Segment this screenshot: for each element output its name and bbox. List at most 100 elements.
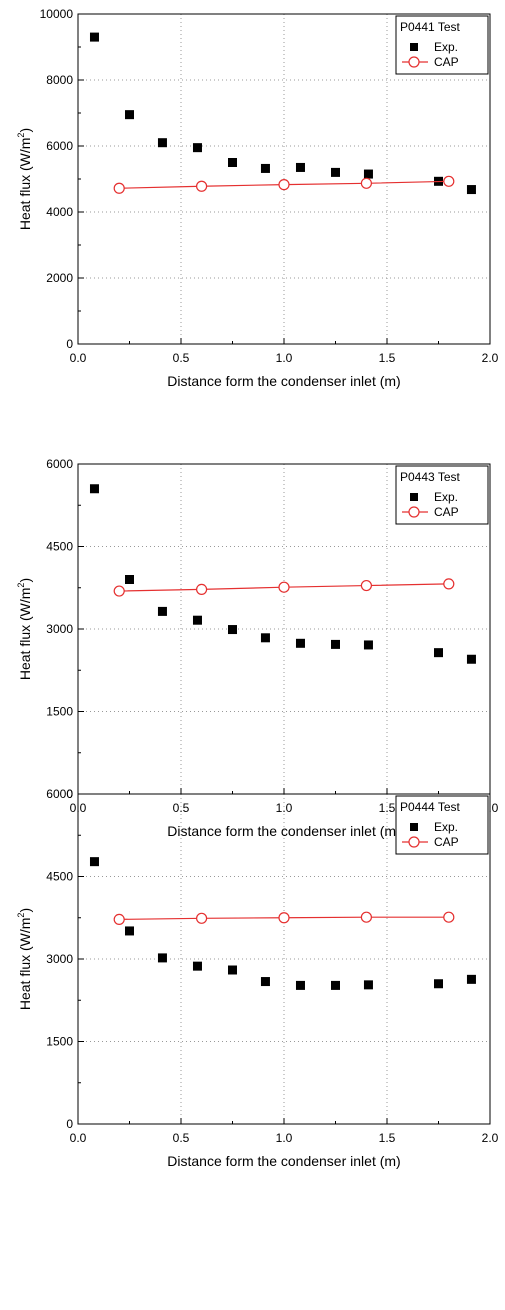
x-tick-label: 0.5 — [173, 1131, 190, 1145]
cap-data-point — [113, 913, 125, 925]
y-tick-label: 0 — [66, 337, 73, 351]
exp-data-point — [363, 169, 373, 179]
chart-svg: 0.0 0.5 1.0 1.5 2.0 0 2000 4000 6000 8000 10000 Dis… — [16, 7, 499, 389]
legend-title: P0444 Test — [400, 800, 460, 814]
exp-data-point — [125, 110, 134, 120]
exp-data-point — [466, 185, 476, 195]
exp-data-point — [295, 162, 305, 172]
legend-entry-label: Exp. — [434, 40, 458, 54]
exp-data-point — [228, 158, 237, 167]
x-tick-label: 1.0 — [276, 351, 293, 365]
exp-data-point — [466, 654, 476, 664]
y-tick-label: 6000 — [46, 457, 73, 471]
x-tick-label: 0.0 — [70, 1131, 87, 1145]
cap-data-point — [196, 180, 208, 192]
cap-data-point — [113, 585, 125, 597]
legend-entry-label: CAP — [434, 835, 459, 849]
x-tick-label: 0.5 — [173, 801, 190, 815]
exp-data-point — [192, 143, 202, 153]
x-tick-label: 1.5 — [379, 1131, 396, 1145]
legend-title: P0443 Test — [400, 470, 460, 484]
exp-data-point — [125, 926, 134, 936]
cap-data-point — [278, 179, 290, 191]
cap-data-point — [113, 182, 125, 194]
chart-svg: 0.0 0.5 1.0 1.5 2.001500300045006000Distance… — [16, 457, 499, 839]
y-tick-label: 6000 — [46, 139, 73, 153]
y-tick-label: 1500 — [46, 705, 73, 719]
exp-data-point — [192, 961, 202, 971]
y-tick-label: 3000 — [46, 622, 73, 636]
y-axis-label: Heat flux (W/m2) — [16, 908, 33, 1010]
exp-data-point — [157, 606, 167, 616]
cap-data-point — [196, 583, 208, 595]
exp-data-point — [363, 980, 373, 990]
legend-cap-marker — [408, 56, 420, 68]
x-tick-label: 1.5 — [379, 351, 396, 365]
y-tick-label: 4000 — [46, 205, 73, 219]
x-tick-label: 2.0 — [482, 1131, 499, 1145]
y-tick-label: 8000 — [46, 73, 73, 87]
heat-flux-chart-p0444: 0.0 0.5 1.0 1.5 2.0 0 1500 3000 4500 6000 Distance… — [0, 780, 505, 1200]
x-tick-label: 0.0 — [70, 351, 87, 365]
exp-data-point — [157, 953, 167, 963]
exp-data-point — [157, 138, 167, 148]
heat-flux-chart-p0443: 0.0 0.5 1.0 1.5 2.0 0 1500 3000 4500 6000 Distance… — [0, 450, 505, 870]
legend-entry-label: Exp. — [434, 820, 458, 834]
x-tick-label: 1.5 — [379, 801, 396, 815]
exp-data-point — [89, 32, 99, 42]
cap-data-point — [196, 912, 208, 924]
exp-data-point — [363, 640, 373, 650]
y-tick-label: 6000 — [46, 787, 73, 801]
cap-data-point — [360, 579, 372, 592]
y-tick-label: 3000 — [46, 952, 73, 966]
y-tick-label: 4500 — [46, 870, 73, 884]
exp-data-point — [192, 615, 202, 625]
heat-flux-chart-p0441: 0.0 0.5 1.0 1.5 2.0 0 2000 4000 6000 8000 10000 Dis… — [0, 0, 505, 420]
exp-data-point — [260, 633, 270, 643]
x-axis-label: Distance form the condenser inlet (m) — [167, 823, 400, 839]
x-tick-label: 1.0 — [276, 1131, 293, 1145]
exp-data-point — [466, 974, 476, 984]
exp-data-point — [434, 979, 443, 989]
exp-data-point — [331, 167, 340, 177]
x-tick-label: 0.5 — [173, 351, 190, 365]
cap-data-point — [278, 581, 290, 593]
chart-svg: 0.0 0.5 1.0 1.5 2.0 0 1500 3000 4500 6000 Distance… — [16, 787, 499, 1169]
legend-entry-label: CAP — [434, 55, 459, 69]
exp-data-point — [295, 980, 305, 990]
y-axis-label: Heat flux (W/m2) — [16, 128, 33, 230]
cap-data-point — [278, 912, 290, 924]
legend-exp-marker — [410, 43, 418, 51]
y-tick-label: 1500 — [46, 1035, 73, 1049]
legend-exp-marker — [410, 493, 418, 501]
exp-data-point — [89, 484, 99, 494]
y-tick-label: 10000 — [40, 7, 74, 21]
cap-data-point — [443, 578, 455, 590]
legend-exp-marker — [410, 823, 418, 831]
x-axis-label: Distance form the condenser inlet (m) — [167, 1153, 400, 1169]
legend-cap-marker — [408, 506, 420, 518]
legend-title: P0441 Test — [400, 20, 460, 34]
cap-data-point — [360, 177, 372, 189]
cap-data-point — [443, 911, 455, 923]
exp-data-point — [228, 965, 237, 975]
y-tick-label: 0 — [66, 787, 73, 801]
exp-data-point — [125, 575, 134, 584]
y-axis-label: Heat flux (W/m2) — [16, 578, 33, 680]
x-tick-label: 2.0 — [482, 351, 499, 365]
exp-data-point — [434, 648, 443, 658]
exp-data-point — [331, 980, 340, 990]
x-tick-label: 1.0 — [276, 801, 293, 815]
legend-entry-label: Exp. — [434, 490, 458, 504]
exp-data-point — [260, 163, 270, 173]
y-tick-label: 2000 — [46, 271, 73, 285]
exp-data-point — [260, 977, 270, 987]
y-tick-label: 0 — [66, 1117, 73, 1131]
x-axis-label: Distance form the condenser inlet (m) — [167, 373, 400, 389]
legend-cap-marker — [408, 836, 420, 848]
legend-entry-label: CAP — [434, 505, 459, 519]
exp-data-point — [89, 857, 99, 867]
exp-data-point — [228, 625, 237, 635]
cap-data-point — [443, 175, 455, 187]
y-tick-label: 4500 — [46, 540, 73, 554]
